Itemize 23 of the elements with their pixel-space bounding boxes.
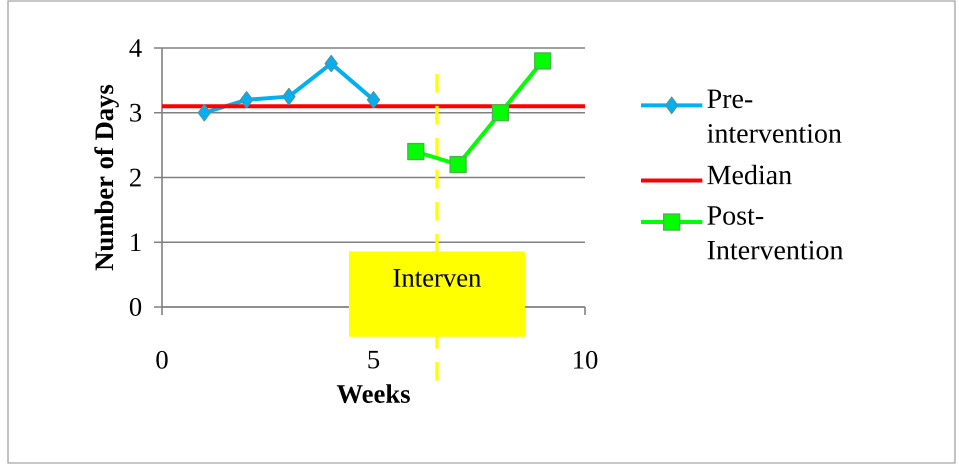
point [492,104,510,122]
legend-label: Median [707,164,792,184]
x-tick-label: 10 [574,350,598,369]
x-tick-label: 5 [368,350,380,369]
y-axis-title: Number of Days [94,84,119,270]
y-tick-label: 3 [130,104,142,122]
point [240,91,254,108]
point [449,156,467,174]
legend-label: Pre-intervention [707,90,842,143]
x-axis-title: Weeks [336,384,410,404]
x-tick-label: 0 [156,350,168,369]
point [198,104,211,122]
point [282,88,296,106]
point [324,54,338,72]
point [534,52,552,70]
y-tick-label: 2 [130,168,141,186]
legend-label: Post-Intervention [707,206,844,260]
y-tick-label: 1 [131,233,141,252]
point [407,142,424,160]
point [366,91,380,108]
y-tick-label: 0 [130,298,142,316]
ref-line-label: Interven [394,269,481,287]
y-tick-label: 4 [129,39,142,57]
